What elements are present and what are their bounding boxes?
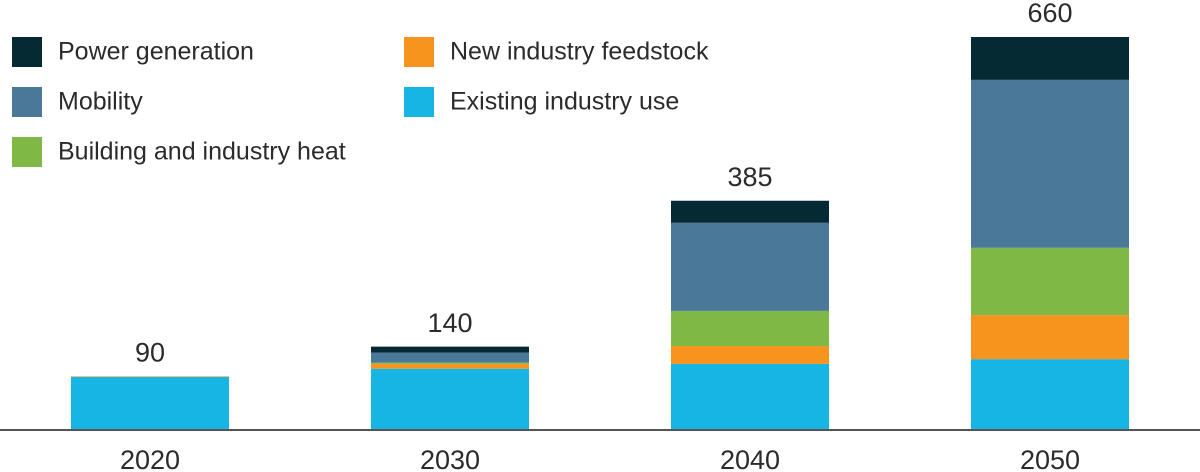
bar-segment — [671, 346, 829, 364]
legend-label: Mobility — [58, 88, 143, 116]
bar-segment — [671, 310, 829, 347]
bar-segment — [971, 37, 1129, 80]
bar-segment — [671, 200, 829, 223]
bar-segment — [371, 363, 529, 369]
bar-segment — [71, 376, 229, 378]
bar-segment — [971, 359, 1129, 430]
legend-label: New industry feedstock — [450, 38, 709, 66]
total-label: 385 — [727, 162, 772, 192]
bar-segment — [971, 315, 1129, 360]
x-tick-label: 2030 — [420, 445, 480, 472]
legend-label: Power generation — [58, 38, 254, 66]
x-tick-label: 2020 — [120, 445, 180, 472]
bar-segment — [671, 363, 829, 430]
legend-swatch — [404, 87, 434, 117]
legend-swatch — [404, 37, 434, 67]
bar-segment — [971, 247, 1129, 316]
bar-segment — [371, 352, 529, 363]
legend-swatch — [12, 137, 42, 167]
bar-segment — [371, 362, 529, 364]
bar-segment — [71, 377, 229, 430]
total-label: 140 — [427, 308, 472, 338]
bar-segment — [671, 222, 829, 311]
total-label: 90 — [135, 338, 165, 368]
x-tick-label: 2050 — [1020, 445, 1080, 472]
legend-swatch — [12, 87, 42, 117]
bar-segment — [371, 368, 529, 430]
legend-swatch — [12, 37, 42, 67]
legend-label: Existing industry use — [450, 88, 679, 116]
x-tick-label: 2040 — [720, 445, 780, 472]
bar-segment — [371, 346, 529, 353]
total-label: 660 — [1027, 0, 1072, 28]
legend-label: Building and industry heat — [58, 138, 346, 166]
bar-segment — [971, 79, 1129, 248]
